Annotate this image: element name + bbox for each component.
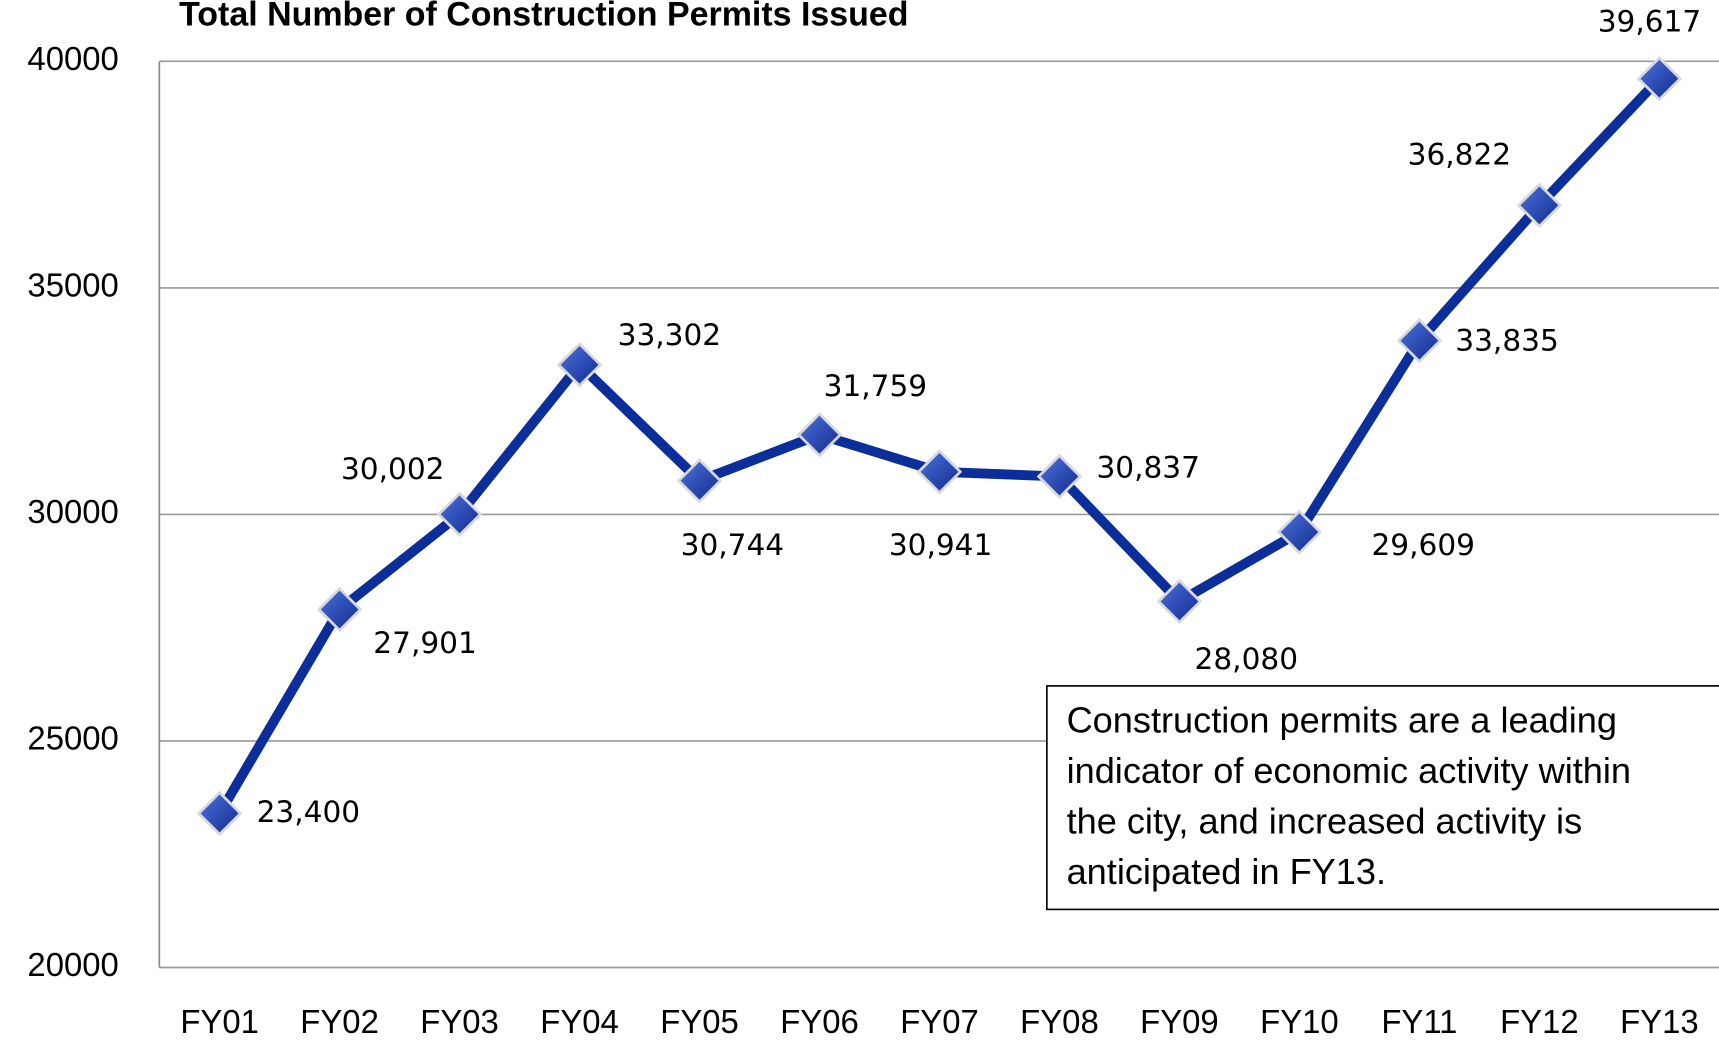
data-label: 39,617	[1598, 4, 1702, 38]
x-tick-label: FY06	[780, 1003, 859, 1040]
x-tick-label: FY07	[900, 1003, 979, 1040]
marker	[436, 491, 483, 538]
annotation-line: anticipated in FY13.	[1067, 851, 1386, 892]
x-tick-label: FY09	[1140, 1003, 1219, 1040]
marker	[676, 457, 723, 504]
y-tick-label: 25000	[27, 720, 118, 757]
y-tick-label: 30000	[27, 493, 118, 530]
data-label: 30,744	[681, 528, 785, 562]
x-tick-label: FY08	[1020, 1003, 1099, 1040]
marker	[796, 411, 843, 458]
marker	[1636, 55, 1683, 102]
annotation: Construction permits are a leading indica…	[1046, 685, 1719, 911]
marker	[196, 790, 243, 837]
x-tick-label: FY01	[180, 1003, 259, 1040]
x-tick-label: FY02	[300, 1003, 379, 1040]
marker	[1516, 182, 1563, 229]
data-label: 36,822	[1408, 138, 1512, 172]
x-tick-label: FY12	[1500, 1003, 1579, 1040]
marker	[1396, 317, 1443, 364]
data-label: 33,835	[1455, 323, 1559, 357]
x-tick-label: FY13	[1620, 1003, 1699, 1040]
data-label: 30,837	[1096, 450, 1200, 484]
data-label: 31,759	[824, 369, 928, 403]
plot: 23,400 27,901 30,002 33,302 30,744 31,759 30,9…	[196, 4, 1702, 837]
annotation-line: Construction permits are a leading	[1067, 700, 1617, 741]
annotation-line: indicator of economic activity within	[1067, 750, 1631, 791]
data-label: 27,901	[373, 626, 477, 660]
data-label: 30,941	[889, 528, 993, 562]
y-tick-label: 35000	[27, 267, 118, 304]
marker	[1036, 453, 1083, 500]
marker	[1156, 578, 1203, 625]
marker	[916, 449, 963, 495]
marker	[1276, 509, 1323, 555]
data-label: 23,400	[257, 795, 361, 829]
annotation-line: the city, and increased activity is	[1067, 801, 1583, 842]
y-tick-label: 40000	[27, 40, 118, 77]
marker	[556, 342, 603, 388]
annotation-box	[1046, 685, 1719, 911]
data-label: 33,302	[618, 318, 721, 352]
data-label: 30,002	[341, 452, 445, 486]
x-tick-label: FY11	[1381, 1003, 1457, 1040]
marker	[316, 586, 363, 633]
y-tick-label: 20000	[27, 946, 118, 983]
x-tick-label: FY03	[420, 1003, 499, 1040]
x-tick-label: FY04	[540, 1003, 619, 1040]
data-label: 28,080	[1195, 642, 1299, 676]
x-tick-label: FY10	[1260, 1003, 1339, 1040]
data-label: 29,609	[1371, 528, 1475, 562]
x-tick-label: FY05	[660, 1003, 739, 1040]
chart-title: Total Number of Construction Permits Iss…	[179, 0, 908, 33]
